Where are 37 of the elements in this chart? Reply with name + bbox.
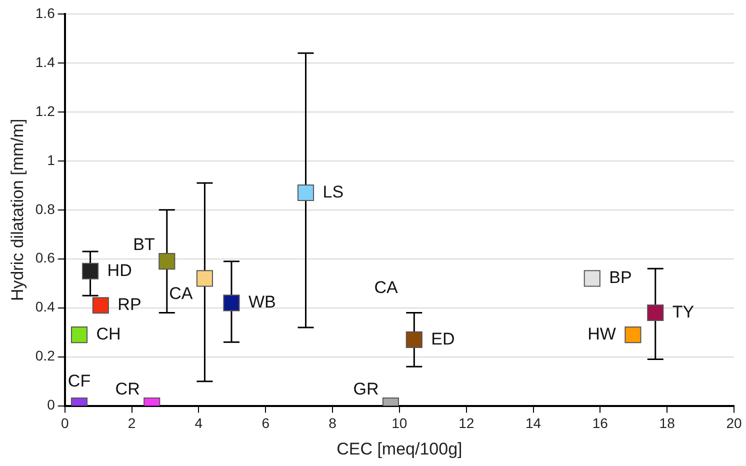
y-axis-title: Hydric dilatation [mm/m] <box>8 118 27 302</box>
x-tick-label: 12 <box>458 415 474 432</box>
series-label: GR <box>353 379 379 398</box>
series-label: HD <box>107 260 132 280</box>
y-tick-label: 0 <box>47 396 56 413</box>
series-label: ED <box>431 329 455 348</box>
series-label: CF <box>68 371 91 390</box>
x-tick-label: 20 <box>726 415 742 432</box>
y-tick-label: 0.2 <box>35 348 56 364</box>
series-label: BP <box>609 268 632 288</box>
y-tick-label: 1.6 <box>35 4 56 21</box>
x-tick-label: 2 <box>128 415 136 432</box>
x-tick-label: 14 <box>525 415 542 432</box>
series-label: CR <box>115 379 140 398</box>
x-tick-label: 18 <box>659 415 676 432</box>
series-label: RP <box>118 295 142 314</box>
x-tick-label: 6 <box>262 415 270 432</box>
series-label: LS <box>322 182 344 202</box>
x-tick-label: 8 <box>328 415 337 432</box>
x-tick-label: 16 <box>592 415 608 432</box>
series-label: CH <box>96 324 121 344</box>
y-tick-label: 1.2 <box>35 102 56 119</box>
y-tick-label: 1 <box>47 152 56 168</box>
y-tick-label: 0.4 <box>35 298 56 315</box>
annotation: CA <box>374 278 399 297</box>
series-label: CA <box>169 284 194 304</box>
x-tick-label: 4 <box>194 415 203 432</box>
x-axis-title: CEC [meq/100g] <box>336 439 462 458</box>
series-label: HW <box>588 324 616 344</box>
y-tick-label: 1.4 <box>35 54 56 70</box>
y-tick-label: 0.8 <box>35 200 56 217</box>
y-tick-label: 0.6 <box>35 250 56 266</box>
series-label: BT <box>133 235 155 254</box>
series-label: TY <box>672 302 694 322</box>
x-tick-label: 10 <box>392 415 408 432</box>
x-tick-label: 0 <box>60 415 69 432</box>
series-label: WB <box>248 292 276 312</box>
